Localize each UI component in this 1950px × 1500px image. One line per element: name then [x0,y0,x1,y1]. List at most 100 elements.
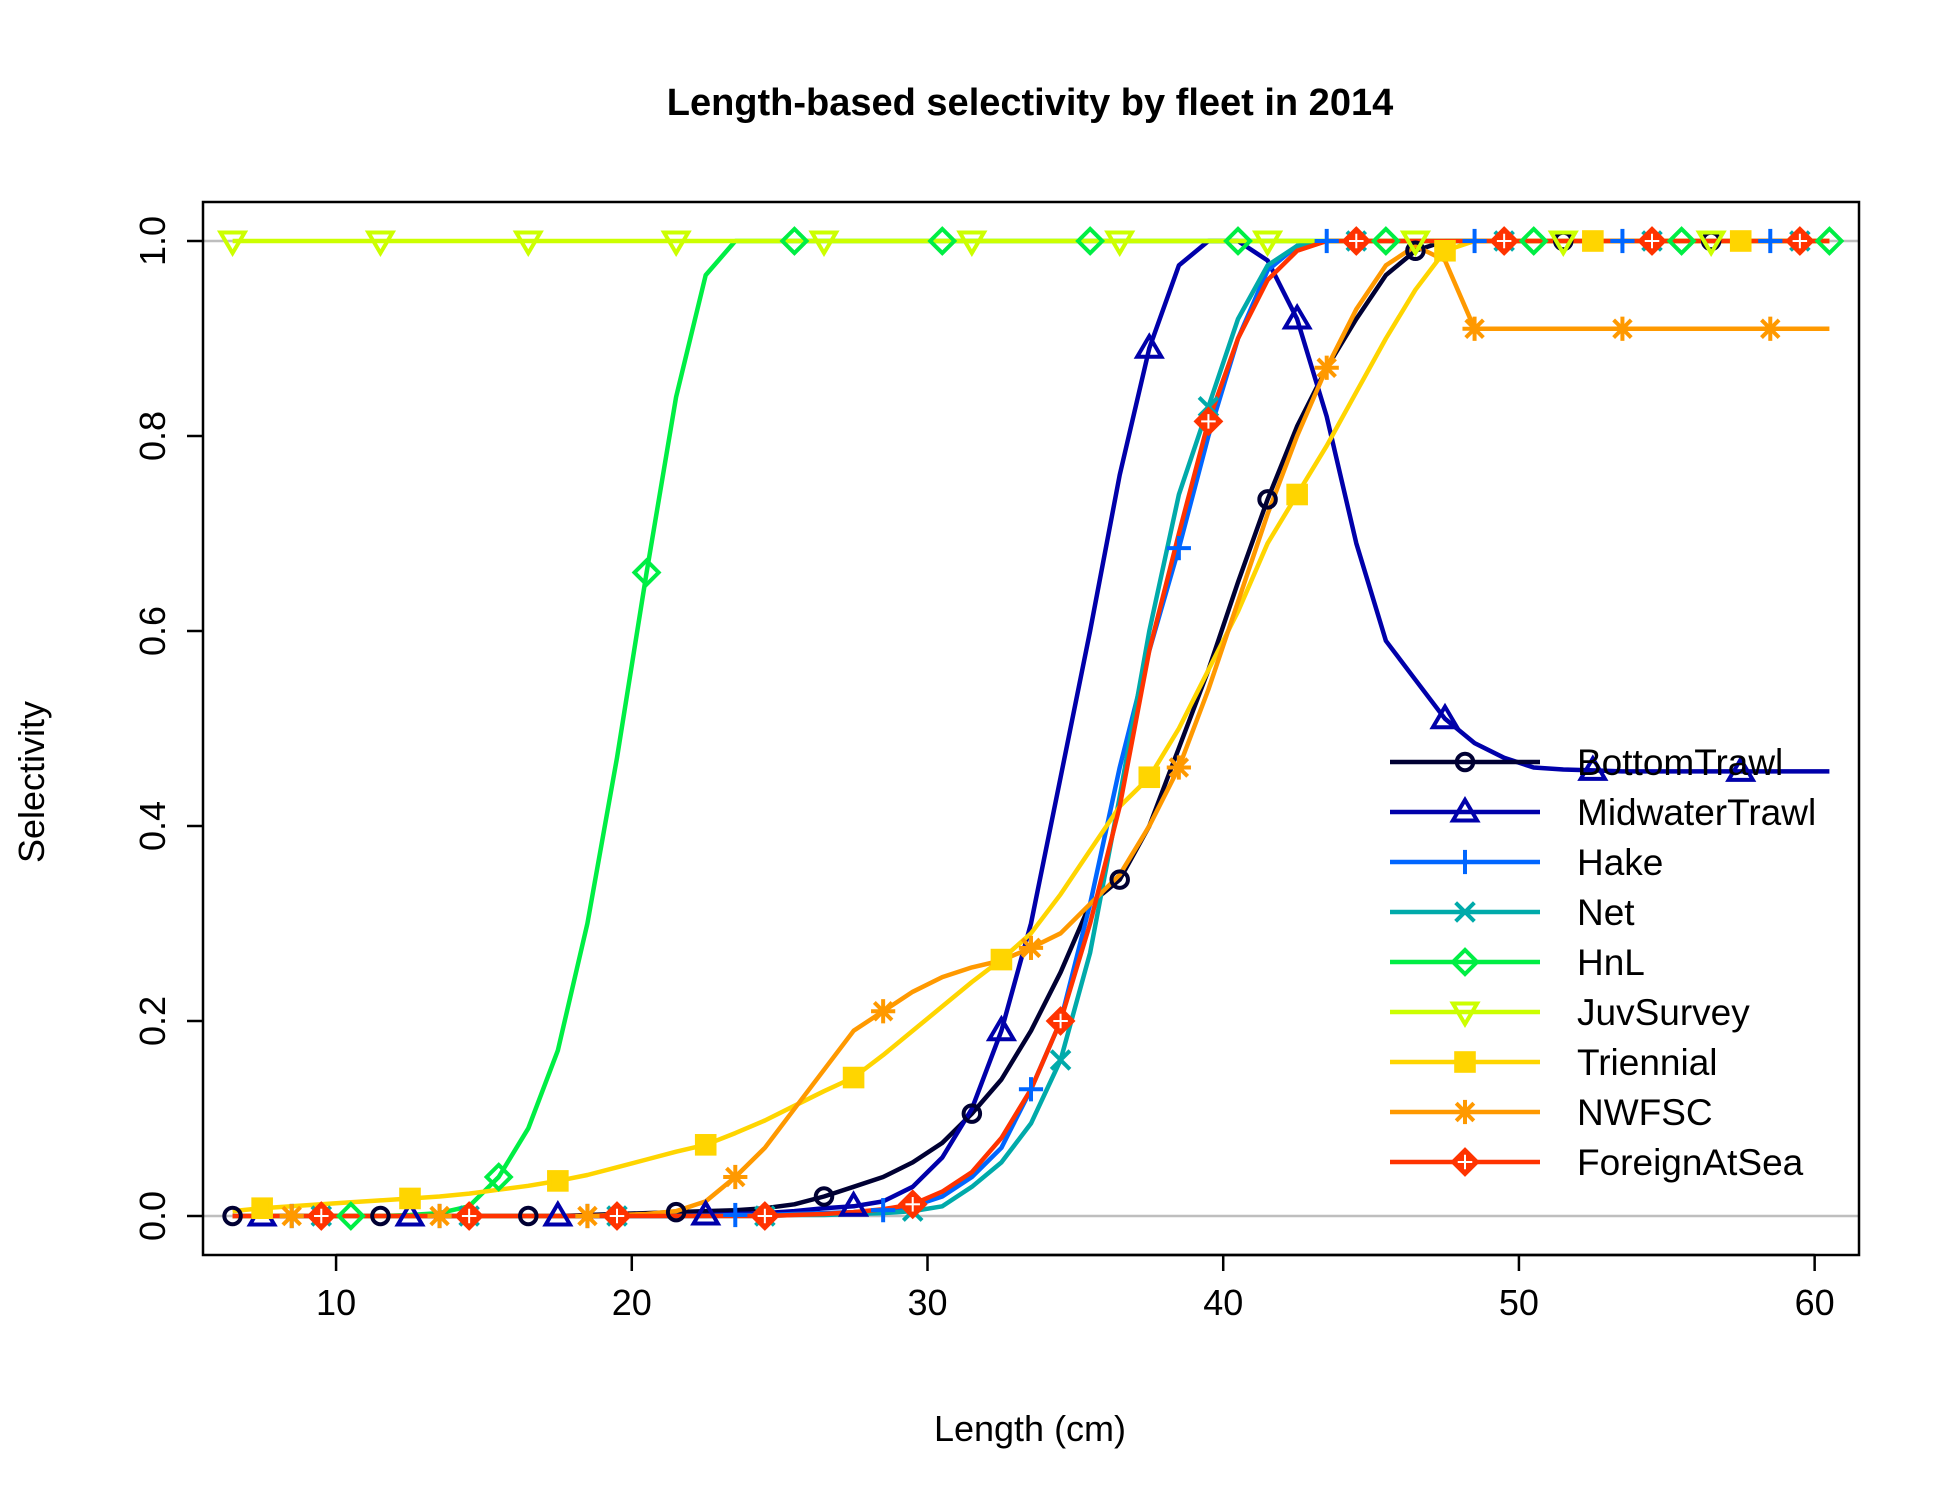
legend-item-MidwaterTrawl: MidwaterTrawl [1390,792,1816,833]
data-point-plus [1758,228,1783,254]
x-tick-label: 40 [1203,1282,1243,1323]
data-point-diamond [927,226,958,256]
x-tick-label: 30 [907,1282,947,1323]
data-point-diamond [1370,226,1401,256]
legend-item-Triennial: Triennial [1390,1042,1718,1083]
data-point-triangle [837,1190,870,1217]
legend-label: ForeignAtSea [1577,1142,1804,1183]
data-point-down-triangle [1104,230,1136,258]
data-point-diamond-plus [602,1201,632,1231]
data-point-square [547,1170,569,1192]
data-point-triangle [1133,332,1165,359]
legend: BottomTrawl MidwaterTrawl Hake Net HnL JuvSur… [1390,742,1816,1183]
data-point-square [399,1187,421,1210]
data-point-square [842,1066,865,1089]
data-point-square [251,1197,273,1220]
data-point-triangle [394,1199,426,1227]
data-point-diamond [335,1201,366,1231]
data-point-square [1582,230,1604,252]
data-point-triangle [542,1199,574,1227]
data-point-plus [1462,228,1487,254]
data-point-square [694,1134,717,1156]
x-tick-label: 20 [612,1282,652,1323]
data-point-down-triangle [1251,230,1284,258]
series-markers [216,226,1845,1231]
data-point-down-triangle [1547,230,1579,258]
data-point-diamond-plus [1784,226,1815,256]
data-point-diamond [779,226,810,256]
legend-item-BottomTrawl: BottomTrawl [1390,742,1783,783]
data-point-cross [1049,1049,1072,1071]
y-axis: 0.0 0.2 0.4 0.6 0.8 1.0 [132,216,203,1241]
x-tick-label: 10 [316,1282,356,1323]
data-point-circle [1405,240,1426,261]
data-point-plus [1018,1077,1044,1102]
data-point-square [1729,230,1752,252]
data-point-diamond-plus [1450,1147,1480,1177]
data-point-star [575,1203,600,1229]
series-markers-ForeignAtSea [306,226,1815,1231]
data-point-down-triangle [216,230,249,258]
legend-label: BottomTrawl [1577,742,1783,783]
x-axis-label: Length (cm) [934,1408,1126,1449]
data-point-diamond [1075,226,1106,256]
data-point-square [990,948,1013,971]
data-point-star [871,999,896,1024]
data-point-plus [871,1198,896,1223]
data-point-diamond [1814,226,1845,256]
data-point-diamond-plus [1193,406,1224,437]
legend-label: Triennial [1577,1042,1718,1083]
data-point-circle [665,1201,687,1223]
legend-item-JuvSurvey: JuvSurvey [1390,992,1750,1033]
data-point-down-triangle [956,230,988,258]
data-point-diamond [1518,226,1549,256]
data-point-star [1314,355,1339,380]
data-point-plus [1452,849,1478,875]
y-tick-label: 1.0 [132,216,173,266]
data-point-triangle [1449,795,1481,823]
data-point-down-triangle [1449,1001,1481,1029]
data-point-circle [961,1103,983,1124]
data-point-circle [1109,869,1130,890]
data-point-square [1454,1051,1476,1073]
data-point-diamond-plus [306,1201,337,1231]
legend-item-HnL: HnL [1390,942,1645,983]
data-point-triangle [1577,754,1609,781]
series-markers-NWFSC [279,316,1783,1229]
x-tick-label: 50 [1499,1282,1539,1323]
legend-item-NWFSC: NWFSC [1390,1092,1713,1133]
data-point-down-triangle [1399,230,1432,258]
series-markers-HnL [335,226,1845,1231]
series-markers-JuvSurvey [216,230,1727,258]
data-point-diamond-plus [897,1189,928,1220]
legend-label: HnL [1577,942,1645,983]
data-point-diamond [1223,226,1253,256]
data-point-triangle [985,1014,1018,1042]
x-axis: 10 20 30 40 50 60 [316,1253,1835,1323]
data-point-triangle [1281,302,1313,330]
data-point-diamond [631,557,662,588]
data-point-diamond-plus [1045,1006,1076,1036]
legend-label: Hake [1577,842,1663,883]
data-point-star [1610,316,1635,341]
data-point-circle [1257,489,1278,510]
data-point-diamond [483,1162,514,1192]
data-point-diamond-plus [1489,226,1520,256]
data-point-star [1462,316,1487,341]
legend-item-Net: Net [1390,892,1635,933]
data-point-star [1452,1099,1478,1125]
y-tick-label: 0.6 [132,606,173,656]
data-point-star [1166,755,1191,780]
chart-title: Length-based selectivity by fleet in 201… [667,82,1393,124]
x-tick-label: 60 [1795,1282,1835,1323]
data-point-circle [1454,751,1476,773]
legend-label: JuvSurvey [1577,992,1750,1033]
y-axis-label: Selectivity [11,701,52,863]
series-markers-Triennial [251,230,1752,1220]
data-point-diamond [1666,226,1697,256]
data-point-plus [723,1202,748,1228]
data-point-star [723,1164,748,1190]
data-point-circle [813,1186,835,1207]
legend-label: NWFSC [1577,1092,1713,1133]
